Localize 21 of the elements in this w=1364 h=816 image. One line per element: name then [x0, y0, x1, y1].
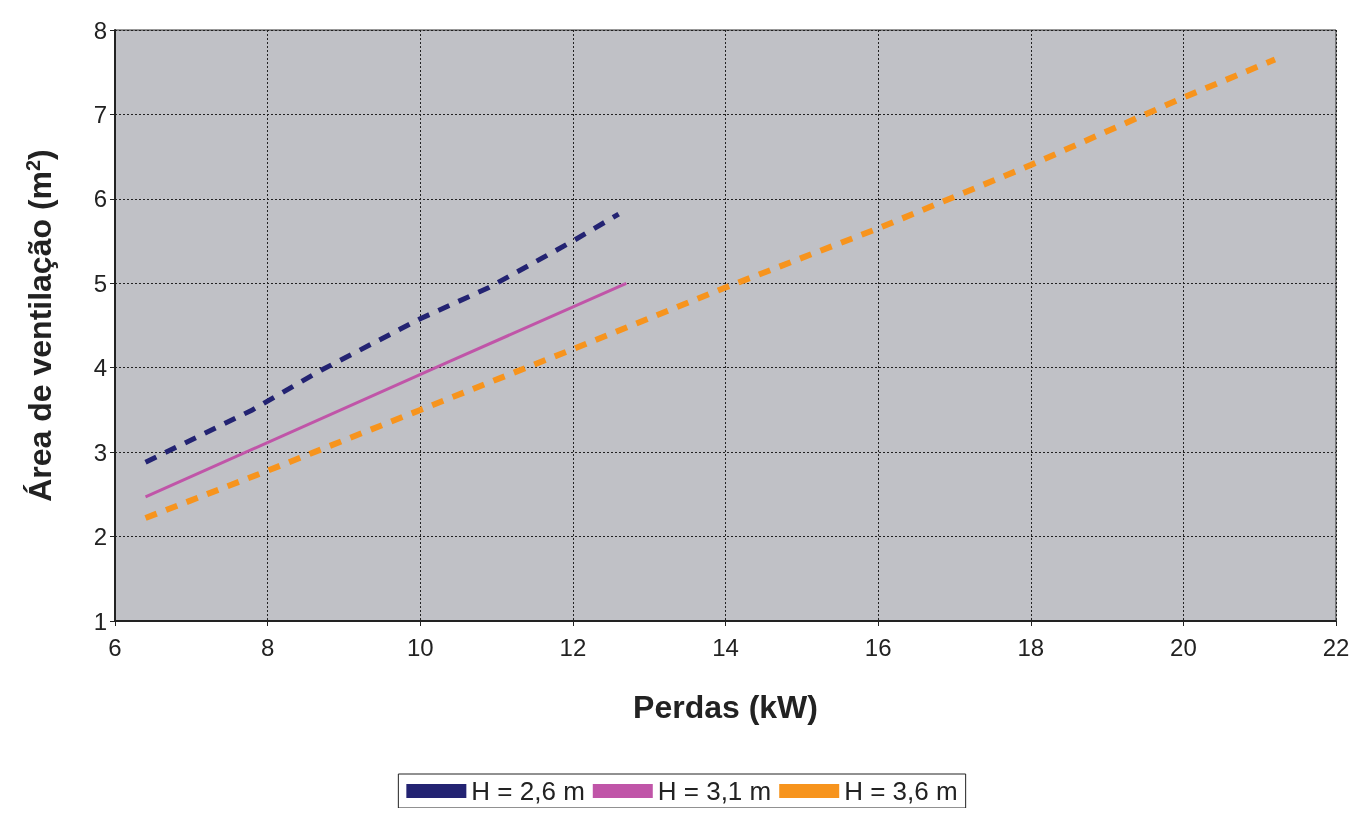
y-tick-label: 1	[93, 607, 107, 635]
x-tick-label: 12	[559, 633, 587, 661]
y-tick-label: 4	[93, 354, 107, 382]
y-tick-label: 6	[93, 185, 107, 213]
legend-label: H = 2,6 m	[471, 776, 585, 806]
legend-label: H = 3,6 m	[844, 776, 958, 806]
y-tick-label: 5	[93, 269, 107, 297]
x-tick-label: 8	[260, 633, 275, 661]
legend-label: H = 3,1 m	[657, 776, 772, 806]
y-tick-label: 3	[93, 438, 107, 466]
y-tick-label: 8	[93, 16, 107, 44]
x-axis-title: Perdas (kW)	[633, 689, 818, 725]
y-axis-title: Área de ventilação (m2)	[22, 149, 58, 502]
y-tick-label: 2	[93, 523, 107, 551]
x-tick-label: 14	[712, 633, 739, 661]
x-tick-label: 10	[406, 633, 434, 661]
x-tick-label: 18	[1017, 633, 1045, 661]
x-tick-label: 22	[1322, 633, 1350, 661]
y-tick-label: 7	[93, 100, 107, 128]
x-tick-label: 20	[1170, 633, 1197, 661]
x-tick-label: 16	[864, 633, 892, 661]
